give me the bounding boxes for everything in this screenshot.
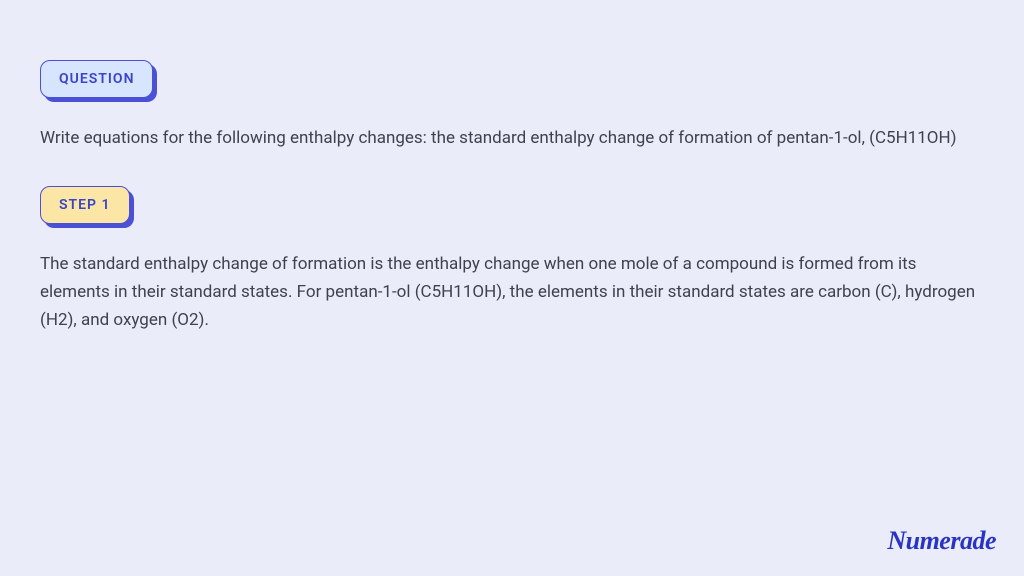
question-section: QUESTION Write equations for the followi… [40, 60, 984, 152]
question-badge: QUESTION [40, 60, 153, 98]
step-text: The standard enthalpy change of formatio… [40, 250, 980, 334]
step-badge: STEP 1 [40, 186, 130, 224]
step-section: STEP 1 The standard enthalpy change of f… [40, 186, 984, 334]
question-badge-label: QUESTION [59, 71, 134, 87]
question-text: Write equations for the following enthal… [40, 124, 980, 152]
step-badge-label: STEP 1 [59, 197, 111, 213]
brand-logo: Numerade [887, 526, 996, 556]
